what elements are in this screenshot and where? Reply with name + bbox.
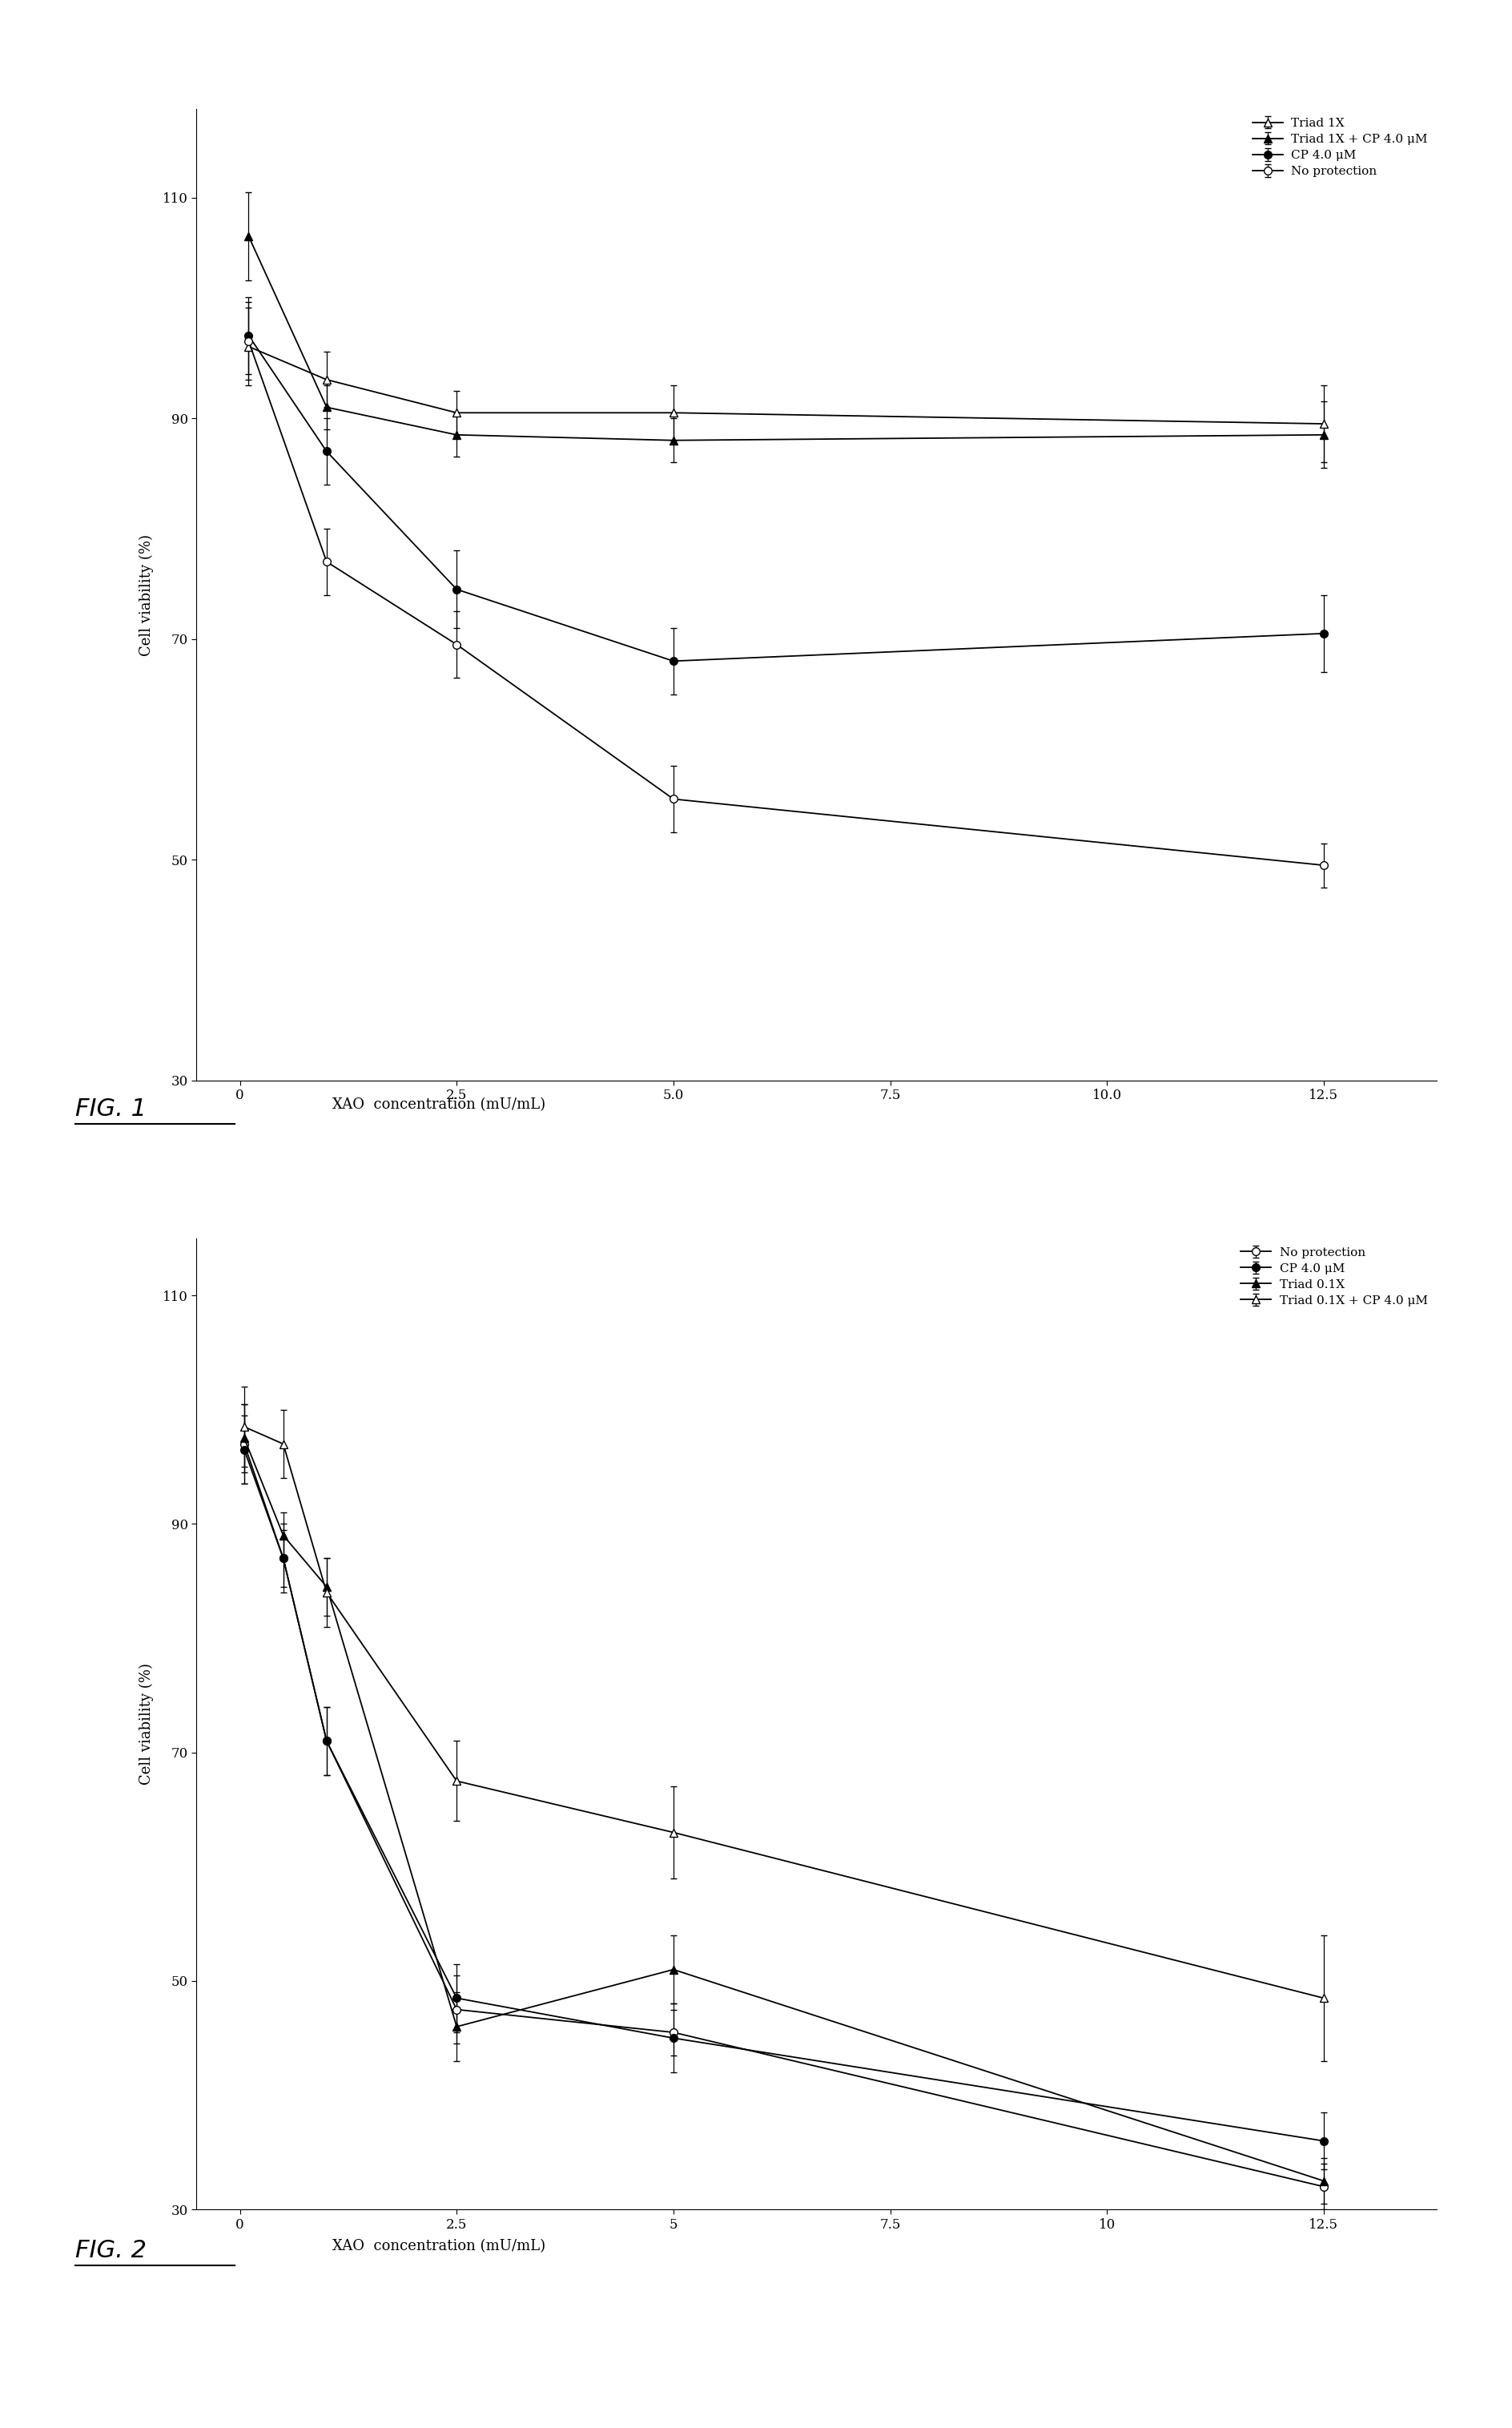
Text: FIG. 2: FIG. 2 <box>76 2239 147 2263</box>
Legend: Triad 1X, Triad 1X + CP 4.0 μM, CP 4.0 μM, No protection: Triad 1X, Triad 1X + CP 4.0 μM, CP 4.0 μ… <box>1247 114 1433 182</box>
Legend: No protection, CP 4.0 μM, Triad 0.1X, Triad 0.1X + CP 4.0 μM: No protection, CP 4.0 μM, Triad 0.1X, Tr… <box>1235 1243 1433 1311</box>
Text: FIG. 1: FIG. 1 <box>76 1097 147 1122</box>
Y-axis label: Cell viability (%): Cell viability (%) <box>139 1663 154 1785</box>
Text: XAO  concentration (mU/mL): XAO concentration (mU/mL) <box>333 1097 546 1112</box>
Text: XAO  concentration (mU/mL): XAO concentration (mU/mL) <box>333 2239 546 2253</box>
Y-axis label: Cell viability (%): Cell viability (%) <box>139 534 154 656</box>
